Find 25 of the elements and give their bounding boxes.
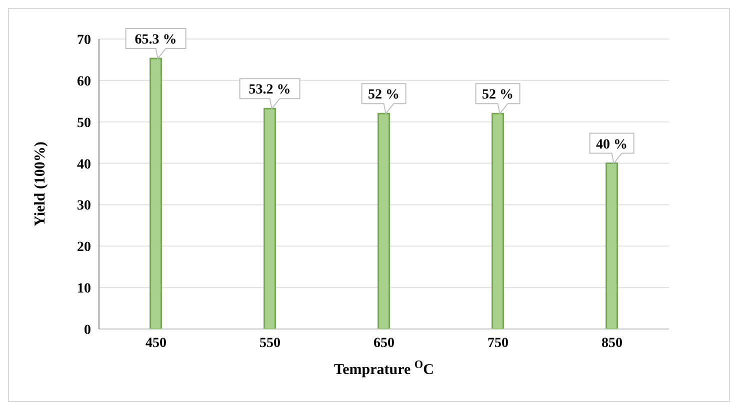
x-tick-label: 650 bbox=[374, 336, 394, 351]
x-tick-label: 850 bbox=[602, 336, 622, 351]
bar bbox=[378, 112, 390, 329]
data-label: 52 % bbox=[368, 88, 400, 103]
x-axis-title: Temprature $^{O}$C bbox=[334, 359, 434, 378]
y-tick-label: 60 bbox=[77, 74, 91, 90]
y-tick-label: 30 bbox=[77, 198, 91, 214]
y-axis-title: Yield (100%) bbox=[32, 142, 48, 226]
x-tick-label: 750 bbox=[488, 336, 508, 351]
data-label: 52 % bbox=[482, 88, 514, 103]
bar bbox=[492, 112, 504, 329]
y-tick-label: 50 bbox=[77, 116, 91, 131]
bar bbox=[264, 108, 276, 329]
data-label: 40 % bbox=[596, 137, 628, 152]
y-tick-label: 40 bbox=[77, 157, 91, 172]
data-label: 65.3 % bbox=[134, 32, 177, 48]
y-tick-label: 20 bbox=[77, 240, 91, 256]
x-tick-label: 450 bbox=[146, 336, 166, 351]
bar bbox=[606, 162, 618, 329]
x-tick-label: 550 bbox=[260, 336, 280, 351]
y-tick-label: 0 bbox=[84, 322, 91, 338]
bar bbox=[150, 58, 162, 329]
y-tick-label: 10 bbox=[77, 282, 91, 297]
data-label: 53.2 % bbox=[248, 82, 291, 98]
y-tick-label: 70 bbox=[77, 32, 91, 48]
